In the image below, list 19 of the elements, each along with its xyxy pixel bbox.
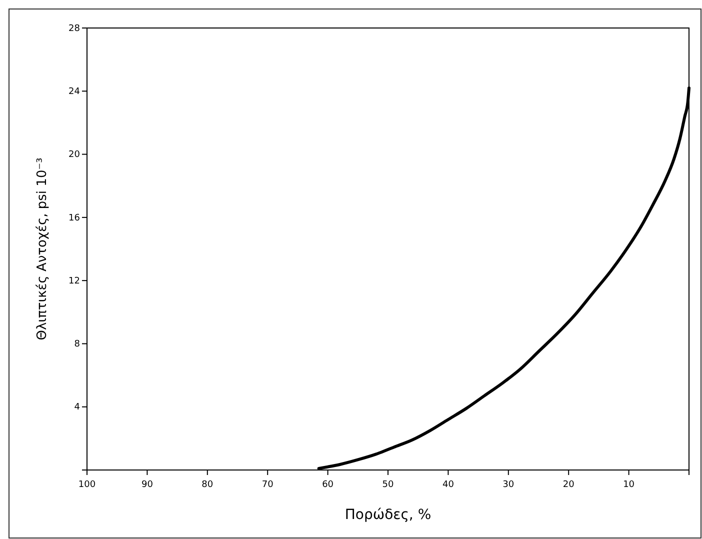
x-tick-label: 20 — [562, 480, 575, 490]
y-tick-label: 28 — [68, 24, 80, 34]
y-tick-label: 20 — [68, 150, 80, 160]
x-tick-label: 90 — [141, 480, 154, 490]
y-tick-label: 4 — [74, 402, 80, 413]
y-tick-label: 8 — [74, 340, 80, 350]
x-tick-label: 100 — [78, 480, 96, 490]
x-axis-title: Πορώδες, % — [344, 507, 432, 523]
x-tick-label: 80 — [202, 480, 214, 490]
y-tick-label: 24 — [68, 87, 80, 98]
x-tick-label: 10 — [623, 480, 635, 490]
y-axis-title: Θλιπτικές Αντοχές, psi 10⁻³ — [35, 158, 50, 340]
y-tick-label: 12 — [68, 276, 80, 286]
x-tick-label: 50 — [382, 480, 394, 490]
x-tick-label: 60 — [322, 480, 334, 490]
y-tick-label: 16 — [68, 213, 80, 224]
x-tick-label: 70 — [262, 480, 274, 490]
x-tick-label: 40 — [442, 480, 454, 490]
x-tick-label: 30 — [502, 480, 514, 490]
